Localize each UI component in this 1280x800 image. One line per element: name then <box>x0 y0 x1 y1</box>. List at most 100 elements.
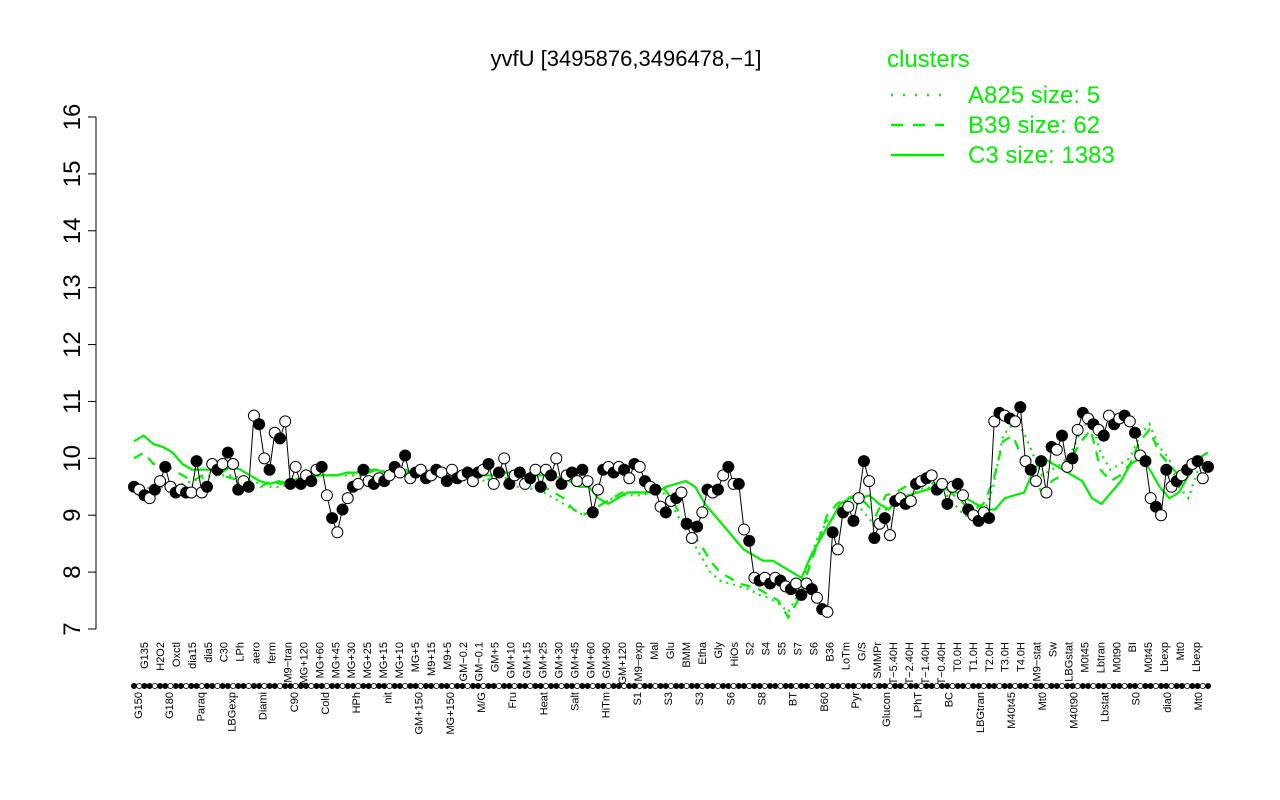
data-point <box>675 486 688 499</box>
x-tick-mark <box>970 683 977 690</box>
x-tick-mark <box>449 683 456 690</box>
x-tick-mark <box>1137 683 1144 690</box>
data-point <box>190 455 203 468</box>
data-point <box>680 517 693 530</box>
x-tick-mark <box>720 683 727 690</box>
x-tick-label: HiOs <box>729 642 741 667</box>
x-tick-label: GM+90 <box>601 642 613 678</box>
x-tick-mark <box>683 683 690 690</box>
x-tick-mark <box>662 683 669 690</box>
x-tick-label: S5 <box>777 642 789 655</box>
y-tick-label: 8 <box>59 565 86 578</box>
data-point <box>503 477 516 490</box>
x-tick-mark <box>537 683 544 690</box>
x-tick-mark <box>292 683 299 690</box>
x-tick-mark <box>282 683 289 690</box>
x-tick-label: S3 <box>663 692 675 705</box>
x-tick-mark <box>417 683 424 690</box>
x-tick-label: BC <box>944 692 956 707</box>
data-point <box>1160 463 1173 476</box>
data-point <box>1009 415 1022 428</box>
x-tick-mark <box>959 683 966 690</box>
x-tick-label: S3 <box>694 692 706 705</box>
x-tick-mark <box>965 683 972 690</box>
x-tick-mark <box>334 683 341 690</box>
data-point <box>498 452 511 465</box>
x-tick-mark <box>641 683 648 690</box>
x-tick-mark <box>146 683 153 690</box>
x-tick-label: dia5 <box>203 642 215 663</box>
x-tick-mark <box>428 683 435 690</box>
x-tick-label: M9−stat <box>1032 642 1044 681</box>
data-point <box>253 418 266 431</box>
x-tick-mark <box>923 683 930 690</box>
data-point <box>618 463 631 476</box>
x-tick-mark <box>1043 683 1050 690</box>
data-point <box>1014 401 1027 414</box>
y-tick-label: 16 <box>59 104 86 131</box>
x-tick-mark <box>303 683 310 690</box>
x-tick-mark <box>1006 683 1013 690</box>
x-tick-mark <box>511 683 518 690</box>
data-point <box>842 500 855 513</box>
legend-label: C3 size: 1383 <box>968 142 1115 169</box>
x-tick-mark <box>777 683 784 690</box>
data-point <box>148 483 161 496</box>
x-tick-mark <box>600 683 607 690</box>
x-tick-mark <box>329 683 336 690</box>
x-tick-label: T−0.40H <box>936 642 948 685</box>
x-tick-label: C90 <box>289 692 301 712</box>
x-tick-mark <box>975 683 982 690</box>
x-tick-mark <box>495 683 502 690</box>
data-point <box>492 466 505 479</box>
x-tick-label: S8 <box>757 692 769 705</box>
x-tick-mark <box>740 683 747 690</box>
x-tick-mark <box>829 683 836 690</box>
x-tick-label: GM−0.1 <box>474 642 486 681</box>
x-tick-label: GM+120 <box>617 642 629 685</box>
data-point <box>534 480 547 493</box>
data-point <box>550 452 563 465</box>
x-tick-label: GM+25 <box>537 642 549 678</box>
data-point <box>810 591 823 604</box>
data-point <box>513 466 526 479</box>
data-point <box>185 486 198 499</box>
legend-title: clusters <box>887 46 970 73</box>
x-tick-mark <box>1147 683 1154 690</box>
x-tick-mark <box>183 683 190 690</box>
x-tick-mark <box>162 683 169 690</box>
data-point <box>1144 492 1157 505</box>
data-point <box>717 469 730 482</box>
x-tick-mark <box>808 683 815 690</box>
x-tick-label: M9+5 <box>442 642 454 670</box>
x-tick-label: BT <box>788 692 800 706</box>
x-tick-label: M9−tran <box>282 642 294 683</box>
x-tick-mark <box>751 683 758 690</box>
x-tick-mark <box>803 683 810 690</box>
x-tick-mark <box>365 683 372 690</box>
data-point <box>482 458 495 471</box>
x-tick-mark <box>360 683 367 690</box>
data-point <box>983 512 996 525</box>
x-tick-label: GM+60 <box>585 642 597 678</box>
data-point <box>1029 475 1042 488</box>
data-point <box>988 415 1001 428</box>
x-tick-label: Gly <box>713 642 725 659</box>
data-point <box>581 475 594 488</box>
x-tick-label: LPh <box>235 642 247 662</box>
x-tick-mark <box>157 683 164 690</box>
data-point <box>831 543 844 556</box>
x-tick-mark <box>1032 683 1039 690</box>
x-tick-label: T2.0H <box>984 642 996 672</box>
data-point <box>399 449 412 462</box>
data-point <box>711 483 724 496</box>
x-tick-mark <box>714 683 721 690</box>
y-axis: 7 8 9 10 11 12 13 14 15 16 <box>59 104 97 636</box>
x-tick-mark <box>224 683 231 690</box>
x-tick-label: Mt0 <box>1175 642 1187 660</box>
x-tick-label: MG+60 <box>314 642 326 678</box>
x-tick-mark <box>647 683 654 690</box>
x-tick-label: MG+45 <box>330 642 342 678</box>
data-point <box>795 588 808 601</box>
x-tick-label: Sw <box>1048 642 1060 657</box>
